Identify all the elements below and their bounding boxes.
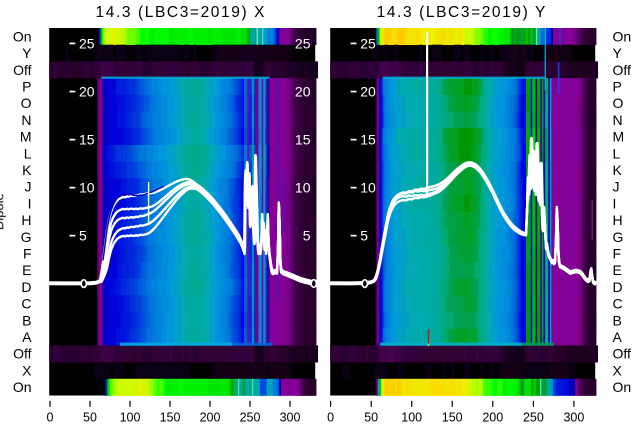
svg-text:G: G — [613, 229, 624, 245]
svg-text:300: 300 — [280, 411, 301, 425]
svg-text:10: 10 — [295, 180, 311, 196]
svg-text:300: 300 — [563, 411, 584, 425]
svg-text:20: 20 — [79, 84, 95, 100]
svg-text:K: K — [613, 162, 623, 178]
svg-text:0: 0 — [47, 411, 54, 425]
svg-text:H: H — [21, 212, 31, 228]
svg-text:Off: Off — [13, 346, 32, 362]
svg-text:250: 250 — [523, 411, 544, 425]
svg-text:5: 5 — [303, 228, 311, 244]
svg-text:M: M — [20, 129, 32, 145]
svg-text:15: 15 — [360, 132, 376, 148]
svg-text:X: X — [613, 363, 623, 379]
svg-text:5: 5 — [79, 228, 87, 244]
svg-text:Dipole: Dipole — [0, 193, 7, 230]
svg-text:Off: Off — [613, 62, 632, 78]
svg-text:20: 20 — [295, 84, 311, 100]
svg-text:I: I — [28, 195, 32, 211]
svg-text:On: On — [13, 379, 32, 395]
svg-text:20: 20 — [360, 84, 376, 100]
svg-text:M: M — [613, 129, 625, 145]
svg-text:15: 15 — [295, 132, 311, 148]
svg-text:250: 250 — [240, 411, 261, 425]
svg-text:50: 50 — [364, 411, 378, 425]
svg-text:X: X — [22, 363, 32, 379]
svg-text:200: 200 — [482, 411, 503, 425]
svg-text:O: O — [21, 95, 32, 111]
svg-text:D: D — [21, 279, 31, 295]
svg-text:Y: Y — [613, 45, 623, 61]
svg-text:Y: Y — [22, 45, 32, 61]
svg-text:10: 10 — [79, 180, 95, 196]
svg-text:A: A — [613, 329, 623, 345]
svg-text:D: D — [613, 279, 623, 295]
svg-text:E: E — [613, 262, 622, 278]
svg-text:14.3 (LBC3=2019) X: 14.3 (LBC3=2019) X — [96, 4, 267, 21]
svg-text:50: 50 — [83, 411, 97, 425]
svg-text:100: 100 — [401, 411, 422, 425]
svg-text:L: L — [613, 145, 621, 161]
svg-text:I: I — [613, 195, 617, 211]
svg-text:150: 150 — [442, 411, 463, 425]
svg-text:C: C — [21, 296, 31, 312]
svg-text:14.3 (LBC3=2019) Y: 14.3 (LBC3=2019) Y — [377, 4, 547, 21]
svg-text:25: 25 — [295, 36, 311, 52]
svg-text:On: On — [13, 28, 32, 44]
svg-text:F: F — [613, 246, 622, 262]
svg-text:G: G — [21, 229, 32, 245]
svg-text:F: F — [23, 246, 32, 262]
svg-text:N: N — [613, 112, 623, 128]
svg-text:15: 15 — [79, 132, 95, 148]
svg-text:On: On — [613, 379, 632, 395]
svg-text:Off: Off — [613, 346, 632, 362]
svg-text:10: 10 — [360, 180, 376, 196]
svg-text:A: A — [22, 329, 32, 345]
svg-text:K: K — [22, 162, 32, 178]
svg-text:Off: Off — [13, 62, 32, 78]
svg-text:0: 0 — [327, 411, 334, 425]
svg-text:E: E — [22, 262, 31, 278]
svg-text:O: O — [613, 95, 624, 111]
svg-text:5: 5 — [360, 228, 368, 244]
svg-text:C: C — [613, 296, 623, 312]
svg-text:N: N — [21, 112, 31, 128]
svg-text:B: B — [22, 312, 31, 328]
svg-text:J: J — [25, 179, 32, 195]
svg-text:H: H — [613, 212, 623, 228]
svg-text:On: On — [613, 28, 632, 44]
svg-text:P: P — [22, 79, 31, 95]
svg-text:150: 150 — [160, 411, 181, 425]
svg-text:100: 100 — [120, 411, 141, 425]
svg-text:25: 25 — [360, 36, 376, 52]
svg-text:L: L — [24, 145, 32, 161]
svg-text:200: 200 — [200, 411, 221, 425]
svg-text:B: B — [613, 312, 622, 328]
svg-text:P: P — [613, 79, 622, 95]
svg-text:25: 25 — [79, 36, 95, 52]
svg-text:J: J — [613, 179, 620, 195]
